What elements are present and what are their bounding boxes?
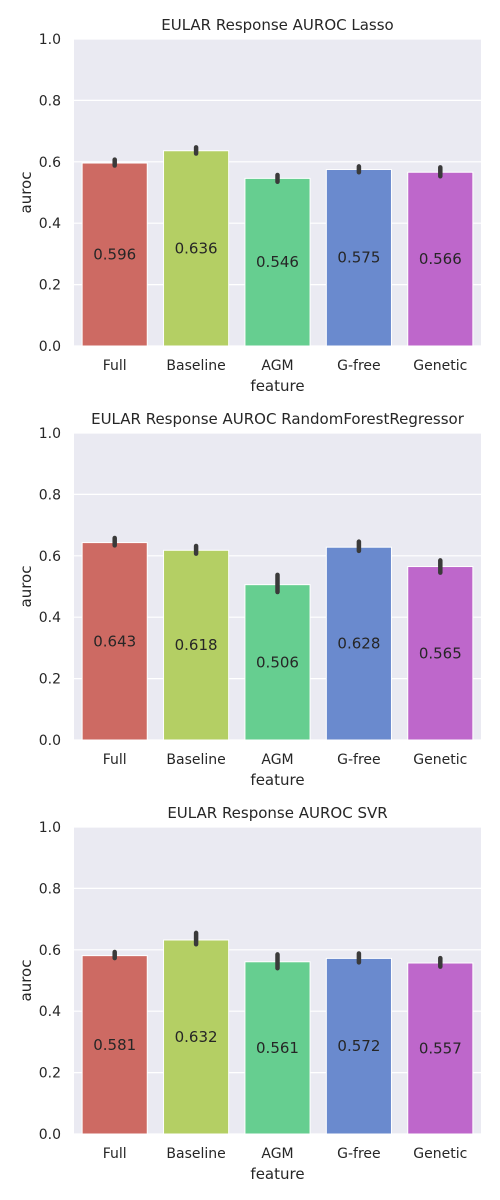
chart-2-bar-genetic: [407, 566, 474, 741]
chart-1-value-label: 0.575: [337, 249, 380, 267]
chart-2-xtick-label: Genetic: [413, 752, 467, 768]
chart-2-bar-baseline: [163, 549, 230, 741]
chart-1-xtick-label: Full: [103, 358, 127, 374]
chart-1-value-label: 0.546: [256, 253, 299, 271]
chart-3-value-label: 0.632: [175, 1028, 218, 1046]
chart-1-bar-agm: [244, 177, 311, 347]
chart-1-ytick-label: 0.0: [39, 339, 61, 355]
chart-1-ylabel: auroc: [17, 172, 35, 214]
chart-2-bar-full: [81, 542, 148, 741]
chart-3-value-label: 0.581: [93, 1036, 136, 1054]
chart-3-bar-genetic: [407, 962, 474, 1135]
chart-1-ytick-label: 1.0: [39, 32, 61, 48]
chart-3-value-label: 0.561: [256, 1039, 299, 1057]
chart-1-xtick-label: G-free: [337, 358, 381, 374]
chart-2-xtick-label: Baseline: [166, 752, 225, 768]
chart-3-bar-baseline: [163, 939, 230, 1135]
chart-2-ytick-label: 0.0: [39, 733, 61, 749]
chart-2-ytick-label: 0.2: [39, 672, 61, 688]
chart-2-value-label: 0.643: [93, 632, 136, 650]
chart-1-bar-genetic: [407, 171, 474, 347]
chart-3-xtick-label: AGM: [261, 1146, 293, 1162]
chart-3-bar-agm: [244, 961, 311, 1135]
chart-1-bar-full: [81, 162, 148, 347]
chart-1-value-label: 0.596: [93, 246, 136, 264]
chart-2-xlabel: feature: [250, 771, 304, 789]
chart-2-ylabel: auroc: [17, 566, 35, 608]
chart-3-xlabel: feature: [250, 1165, 304, 1183]
chart-1-ytick-label: 0.6: [39, 155, 61, 171]
chart-2-value-label: 0.565: [419, 644, 462, 662]
chart-2-xtick-label: AGM: [261, 752, 293, 768]
chart-2-value-label: 0.618: [175, 636, 218, 654]
chart-3-value-label: 0.572: [337, 1037, 380, 1055]
chart-2-ytick-label: 1.0: [39, 426, 61, 442]
chart-2-title: EULAR Response AUROC RandomForestRegress…: [91, 410, 465, 428]
chart-1-bar-g-free: [325, 168, 392, 347]
chart-3-ytick-label: 0.8: [39, 881, 61, 897]
chart-3-ytick-label: 0.0: [39, 1127, 61, 1143]
chart-3-bar-full: [81, 955, 148, 1135]
chart-3-xtick-label: Full: [103, 1146, 127, 1162]
chart-2-bar-g-free: [325, 546, 392, 741]
chart-3-xtick-label: Baseline: [166, 1146, 225, 1162]
chart-2-ytick-label: 0.4: [39, 610, 61, 626]
chart-1-title: EULAR Response AUROC Lasso: [161, 16, 394, 34]
chart-3-value-label: 0.557: [419, 1040, 462, 1058]
chart-2-bar-agm: [244, 584, 311, 741]
chart-3-ylabel: auroc: [17, 960, 35, 1002]
chart-3-ytick-label: 1.0: [39, 820, 61, 836]
chart-3-ytick-label: 0.4: [39, 1004, 61, 1020]
chart-1-ytick-label: 0.4: [39, 216, 61, 232]
chart-3-ytick-label: 0.6: [39, 943, 61, 959]
chart-3-xtick-label: G-free: [337, 1146, 381, 1162]
chart-1-ytick-label: 0.8: [39, 93, 61, 109]
chart-2-value-label: 0.506: [256, 653, 299, 671]
chart-1-xtick-label: AGM: [261, 358, 293, 374]
chart-1-bar-baseline: [163, 150, 230, 347]
chart-1-value-label: 0.566: [419, 250, 462, 268]
chart-2-ytick-label: 0.6: [39, 549, 61, 565]
chart-1-xtick-label: Genetic: [413, 358, 467, 374]
chart-1-ytick-label: 0.2: [39, 278, 61, 294]
chart-2-ytick-label: 0.8: [39, 487, 61, 503]
chart-3-xtick-label: Genetic: [413, 1146, 467, 1162]
chart-2-value-label: 0.628: [337, 635, 380, 653]
chart-3-title: EULAR Response AUROC SVR: [167, 804, 387, 822]
chart-1-xlabel: feature: [250, 377, 304, 395]
chart-3-bar-g-free: [325, 957, 392, 1135]
chart-3-ytick-label: 0.2: [39, 1066, 61, 1082]
chart-2-xtick-label: G-free: [337, 752, 381, 768]
chart-2-xtick-label: Full: [103, 752, 127, 768]
chart-1-value-label: 0.636: [175, 239, 218, 257]
chart-1-xtick-label: Baseline: [166, 358, 225, 374]
